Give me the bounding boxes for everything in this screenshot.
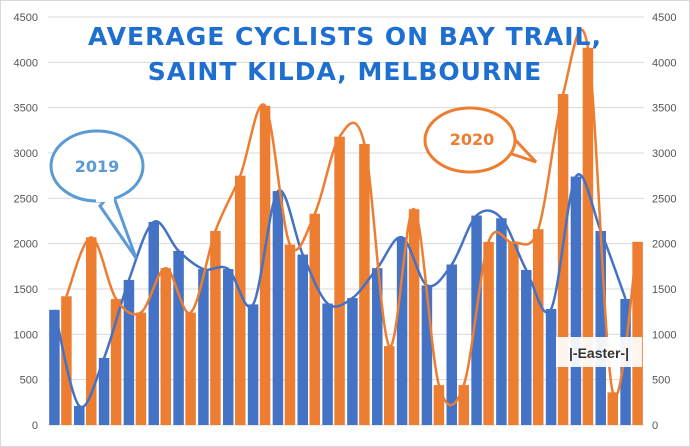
bar-2019-1 — [49, 309, 60, 425]
y-tick-left: 3500 — [14, 103, 38, 115]
bar-2019-10 — [272, 191, 284, 425]
y-tick-left: 2500 — [14, 193, 38, 205]
y-tick-right: 4500 — [652, 12, 676, 24]
easter-box — [556, 337, 642, 367]
callout-2020-bubble — [423, 106, 517, 174]
callout-2019-mask — [96, 192, 114, 202]
bar-2019-11 — [297, 254, 308, 425]
bar-2019-13 — [347, 298, 358, 425]
trend-line-2019 — [53, 173, 627, 409]
y-tick-right: 1000 — [652, 329, 676, 341]
bar-2020-15 — [408, 209, 420, 425]
trend-lines — [53, 28, 639, 409]
bar-2019-20 — [521, 269, 532, 425]
bar-2020-10 — [284, 244, 296, 425]
easter-label: |-Easter-| — [569, 345, 629, 361]
y-tick-right: 3500 — [652, 103, 676, 115]
callout-2020-label: 2020 — [450, 130, 495, 149]
bar-2019-3 — [98, 357, 110, 425]
y-tick-right: 2000 — [652, 239, 676, 251]
trend-line-2020 — [65, 28, 639, 407]
y-tick-left: 500 — [20, 375, 38, 387]
bar-2019-17 — [446, 264, 457, 425]
y-axis-left: 0 500 1000 1500 2000 2500 3000 3500 4000 4500 — [14, 12, 38, 432]
y-tick-left: 3000 — [14, 148, 38, 160]
bar-2020-16 — [433, 385, 445, 425]
bar-2019-9 — [247, 304, 259, 425]
y-axis-right: 0 500 1000 1500 2000 2500 3000 3500 4000 4500 — [652, 12, 676, 432]
bar-2019-14 — [372, 268, 383, 425]
bar-2020-4 — [135, 312, 147, 425]
bar-2020-9 — [259, 105, 271, 425]
bar-2020-12 — [334, 136, 345, 425]
y-tick-right: 3000 — [652, 148, 676, 160]
bar-2020-7 — [210, 230, 221, 425]
bar-2020-14 — [384, 346, 395, 425]
bar-2020-23 — [607, 392, 618, 425]
bar-2019-2 — [74, 405, 85, 425]
bar-2020-21 — [557, 94, 569, 426]
bar-2019-5 — [148, 221, 159, 425]
bar-2020-8 — [235, 175, 246, 425]
y-tick-right: 1500 — [652, 284, 676, 296]
y-tick-right: 2500 — [652, 193, 676, 205]
bar-2020-5 — [160, 268, 171, 425]
bar-2019-22 — [570, 176, 582, 425]
bar-2020-2 — [86, 237, 97, 425]
bar-2019-16 — [421, 285, 433, 425]
bar-2019-19 — [496, 218, 507, 425]
bar-2020-6 — [185, 312, 196, 425]
bar-2020-3 — [110, 298, 122, 425]
bar-2019-18 — [471, 215, 482, 425]
bar-2020-22 — [582, 47, 594, 426]
bar-2019-12 — [322, 303, 333, 425]
y-tick-left: 4000 — [14, 57, 38, 69]
bar-2019-4 — [123, 279, 135, 425]
bar-2019-15 — [396, 237, 408, 425]
bar-2020-17 — [458, 385, 469, 425]
callout-2020: 2020 — [423, 106, 538, 174]
chart-title-line-1: AVERAGE CYCLISTS ON BAY TRAIL, — [88, 22, 602, 51]
y-tick-left: 4500 — [14, 12, 38, 24]
bar-2019-7 — [198, 269, 209, 425]
bar-2019-23 — [595, 230, 606, 425]
bar-2020-18 — [483, 241, 494, 425]
bar-2020-19 — [508, 242, 519, 425]
bar-2019-21 — [545, 308, 557, 425]
bar-2019-8 — [223, 269, 234, 425]
bar-2020-24 — [632, 241, 643, 425]
y-tick-left: 1000 — [14, 329, 38, 341]
y-tick-left: 2000 — [14, 239, 38, 251]
bar-2020-20 — [533, 229, 544, 425]
easter-annotation: |-Easter-| — [556, 337, 642, 367]
chart-title-line-2: SAINT KILDA, MELBOURNE — [148, 57, 542, 86]
y-tick-left: 0 — [32, 420, 38, 432]
bar-2020-11 — [309, 213, 320, 425]
y-tick-right: 4000 — [652, 57, 676, 69]
callout-2019-label: 2019 — [75, 157, 120, 176]
y-tick-right: 500 — [652, 375, 670, 387]
y-tick-right: 0 — [652, 420, 658, 432]
callout-2019: 2019 — [49, 129, 145, 259]
bar-2019-6 — [173, 250, 184, 425]
y-tick-left: 1500 — [14, 284, 38, 296]
